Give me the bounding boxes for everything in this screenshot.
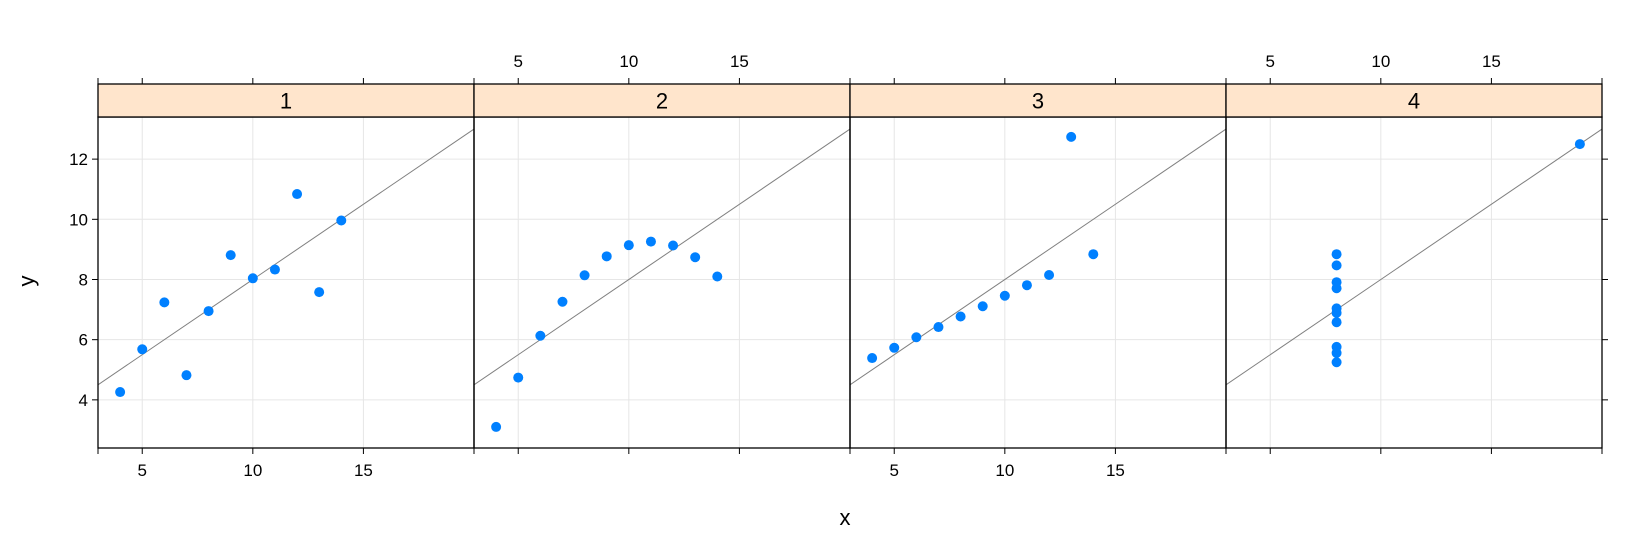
x-tick-label: 5 xyxy=(514,52,523,71)
data-point xyxy=(889,342,900,353)
data-point xyxy=(1331,357,1342,368)
data-point xyxy=(203,306,214,317)
strip-layer: 1 2 3 4 xyxy=(97,83,1603,118)
y-tick-label: 4 xyxy=(79,391,88,410)
y-axis-title: y xyxy=(14,276,39,287)
fit-line xyxy=(473,128,851,386)
data-point xyxy=(1331,277,1342,288)
panel-strip-label: 4 xyxy=(1408,89,1420,114)
fit-line-layer xyxy=(97,128,1603,386)
x-tick-label: 5 xyxy=(1266,52,1275,71)
data-point xyxy=(867,353,878,364)
grid-layer xyxy=(98,117,1602,448)
data-point xyxy=(1044,269,1055,280)
data-point xyxy=(1088,249,1099,260)
x-axis-title: x xyxy=(840,505,851,530)
fit-line xyxy=(1225,128,1603,386)
data-point xyxy=(1331,249,1342,260)
data-point xyxy=(336,215,347,226)
data-point xyxy=(137,344,148,355)
data-point xyxy=(115,387,126,398)
y-tick-label: 12 xyxy=(69,150,88,169)
data-point xyxy=(601,251,612,262)
data-point xyxy=(557,296,568,307)
data-point xyxy=(999,290,1010,301)
data-point xyxy=(1574,139,1585,150)
x-tick-label: 15 xyxy=(354,461,373,480)
y-tick-label: 10 xyxy=(69,210,88,229)
data-point xyxy=(535,330,546,341)
x-tick-label: 10 xyxy=(995,461,1014,480)
panel-strip-label: 3 xyxy=(1032,89,1044,114)
data-point xyxy=(491,421,502,432)
data-point xyxy=(955,311,966,322)
panel-strip xyxy=(97,83,475,118)
data-point xyxy=(668,240,679,251)
data-point xyxy=(513,372,524,383)
data-point xyxy=(1331,260,1342,271)
data-point xyxy=(623,240,634,251)
panel-frame xyxy=(849,116,1227,449)
data-point xyxy=(269,264,280,275)
x-tick-label: 10 xyxy=(619,52,638,71)
x-tick-label: 15 xyxy=(1106,461,1125,480)
x-tick-label: 15 xyxy=(1482,52,1501,71)
y-tick-label: 8 xyxy=(79,270,88,289)
data-point xyxy=(1331,317,1342,328)
data-point xyxy=(1331,347,1342,358)
data-point xyxy=(225,250,236,261)
fit-line xyxy=(97,128,475,386)
point-layer xyxy=(115,131,1585,432)
data-point xyxy=(247,273,258,284)
data-point xyxy=(911,332,922,343)
data-point xyxy=(712,271,723,282)
panel-frame xyxy=(1225,116,1603,449)
x-tick-label: 10 xyxy=(243,461,262,480)
data-point xyxy=(1066,131,1077,142)
panel-strip-label: 2 xyxy=(656,89,668,114)
data-point xyxy=(690,252,701,263)
panel-frame xyxy=(97,116,475,449)
data-point xyxy=(292,189,303,200)
x-tick-label: 5 xyxy=(138,461,147,480)
y-tick-label: 6 xyxy=(79,331,88,350)
data-point xyxy=(977,301,988,312)
x-tick-label: 10 xyxy=(1371,52,1390,71)
data-point xyxy=(579,270,590,281)
data-point xyxy=(933,322,944,333)
data-point xyxy=(645,236,656,247)
x-tick-label: 15 xyxy=(730,52,749,71)
panel-strip-label: 1 xyxy=(280,89,292,114)
data-point xyxy=(1331,307,1342,318)
data-point xyxy=(1021,280,1032,291)
data-point xyxy=(314,287,325,298)
data-point xyxy=(159,297,170,308)
panel-frame xyxy=(473,116,851,449)
x-tick-label: 5 xyxy=(890,461,899,480)
fit-line xyxy=(849,128,1227,386)
panel-strip xyxy=(1225,83,1603,118)
data-point xyxy=(181,370,192,381)
